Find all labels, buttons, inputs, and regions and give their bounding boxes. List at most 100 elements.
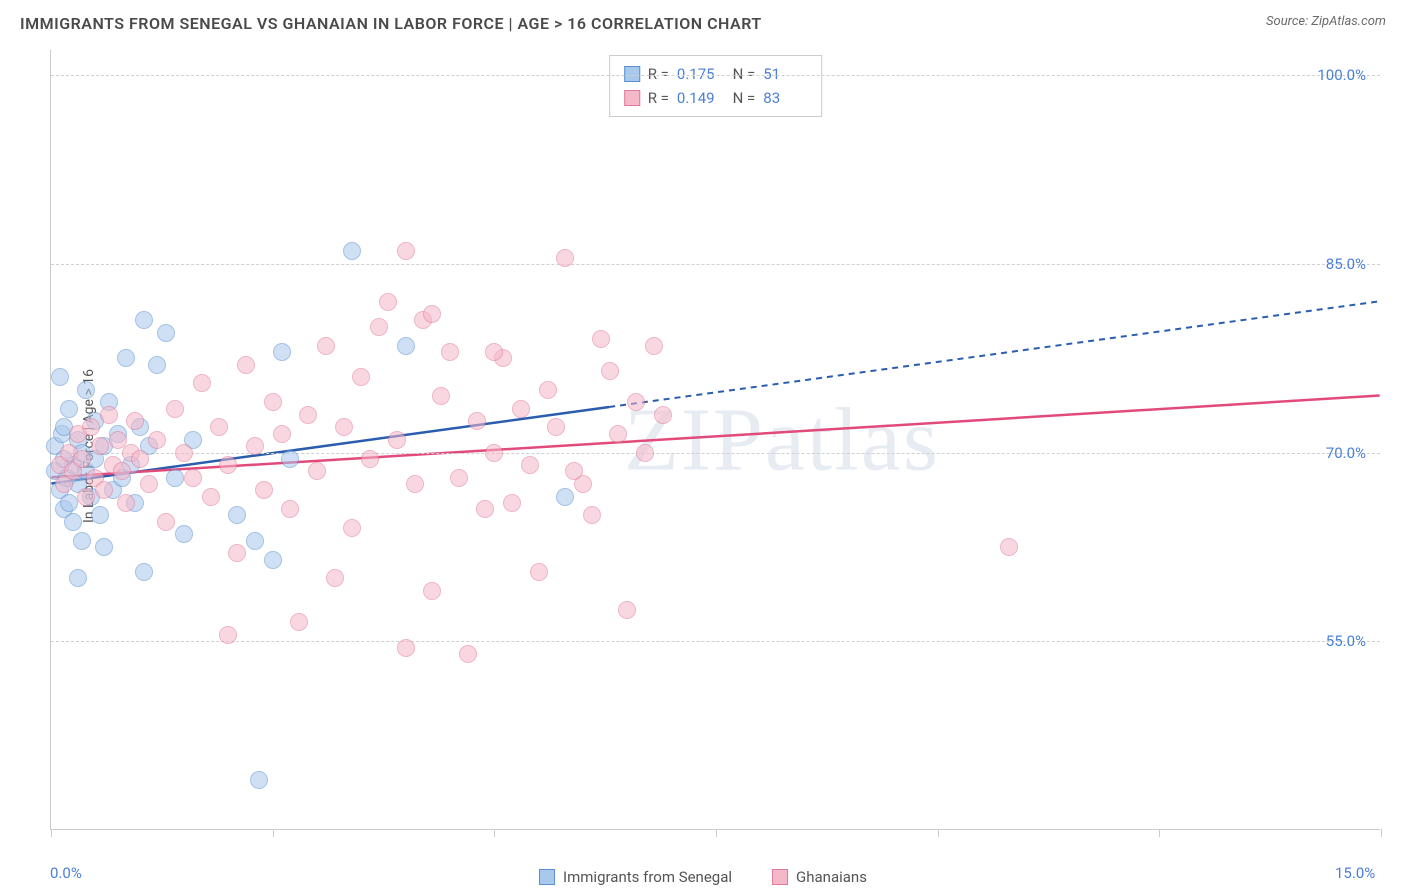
scatter-point [166, 469, 184, 487]
scatter-point [126, 412, 144, 430]
stats-swatch [624, 66, 640, 82]
scatter-point [264, 393, 282, 411]
y-tick-label: 70.0% [1326, 444, 1366, 462]
scatter-point [609, 425, 627, 443]
scatter-point [135, 311, 153, 329]
scatter-point [64, 513, 82, 531]
scatter-point [246, 532, 264, 550]
scatter-point [193, 374, 211, 392]
scatter-point [148, 431, 166, 449]
scatter-point [82, 418, 100, 436]
scatter-point [450, 469, 468, 487]
scatter-point [117, 494, 135, 512]
legend-label: Ghanaians [796, 868, 867, 886]
scatter-point [77, 488, 95, 506]
scatter-point [636, 444, 654, 462]
scatter-point [547, 418, 565, 436]
chart-source: Source: ZipAtlas.com [1266, 14, 1386, 29]
scatter-point [148, 356, 166, 374]
legend-item: Ghanaians [772, 868, 867, 886]
stats-n-value: 83 [763, 86, 807, 110]
legend-item: Immigrants from Senegal [539, 868, 732, 886]
scatter-point [219, 456, 237, 474]
scatter-point [228, 544, 246, 562]
scatter-point [539, 381, 557, 399]
scatter-point [521, 456, 539, 474]
scatter-point [1000, 538, 1018, 556]
y-tick-label: 85.0% [1326, 255, 1366, 273]
scatter-point [117, 349, 135, 367]
trend-line-dashed [609, 301, 1379, 407]
scatter-point [432, 387, 450, 405]
scatter-point [131, 450, 149, 468]
scatter-point [51, 368, 69, 386]
x-tick-label: 0.0% [50, 864, 82, 882]
scatter-point [485, 343, 503, 361]
chart-header: IMMIGRANTS FROM SENEGAL VS GHANAIAN IN L… [0, 0, 1406, 50]
scatter-point [299, 406, 317, 424]
scatter-point [397, 639, 415, 657]
scatter-point [485, 444, 503, 462]
scatter-point [503, 494, 521, 512]
scatter-point [219, 626, 237, 644]
gridline [51, 75, 1380, 76]
chart-title: IMMIGRANTS FROM SENEGAL VS GHANAIAN IN L… [20, 14, 762, 33]
scatter-point [184, 469, 202, 487]
trend-line-solid [51, 396, 1379, 478]
x-tick-label: 15.0% [1335, 864, 1375, 882]
scatter-point [273, 425, 291, 443]
scatter-point [556, 488, 574, 506]
scatter-point [565, 462, 583, 480]
scatter-point [512, 400, 530, 418]
scatter-point [326, 569, 344, 587]
stats-swatch [624, 90, 640, 106]
scatter-point [645, 337, 663, 355]
scatter-point [157, 513, 175, 531]
scatter-point [654, 406, 672, 424]
stats-n-label: N = [729, 86, 755, 110]
scatter-point [618, 601, 636, 619]
scatter-point [60, 400, 78, 418]
scatter-point [228, 506, 246, 524]
scatter-point [157, 324, 175, 342]
scatter-point [627, 393, 645, 411]
scatter-point [140, 475, 158, 493]
scatter-point [95, 538, 113, 556]
scatter-point [592, 330, 610, 348]
scatter-point [60, 494, 78, 512]
scatter-point [73, 450, 91, 468]
scatter-point [397, 242, 415, 260]
scatter-point [210, 418, 228, 436]
scatter-point [95, 481, 113, 499]
scatter-point [281, 500, 299, 518]
scatter-point [69, 569, 87, 587]
stats-row: R =0.175 N =51 [624, 62, 808, 86]
scatter-point [601, 362, 619, 380]
scatter-point [91, 506, 109, 524]
x-tick [716, 829, 717, 837]
scatter-point [343, 242, 361, 260]
stats-n-label: N = [729, 62, 755, 86]
scatter-point [113, 462, 131, 480]
scatter-point [397, 337, 415, 355]
scatter-point [264, 551, 282, 569]
scatter-point [308, 462, 326, 480]
scatter-point [273, 343, 291, 361]
scatter-point [379, 293, 397, 311]
scatter-point [100, 406, 118, 424]
scatter-point [250, 771, 268, 789]
scatter-point [352, 368, 370, 386]
scatter-point [370, 318, 388, 336]
stats-r-label: R = [648, 62, 669, 86]
stats-r-label: R = [648, 86, 669, 110]
chart-plot-area: ZIPatlas R =0.175 N =51R =0.149 N =83 55… [50, 50, 1380, 830]
scatter-point [246, 437, 264, 455]
scatter-point [423, 582, 441, 600]
x-tick [1381, 829, 1382, 837]
scatter-point [468, 412, 486, 430]
scatter-point [77, 381, 95, 399]
scatter-point [91, 437, 109, 455]
y-tick-label: 55.0% [1326, 632, 1366, 650]
scatter-point [361, 450, 379, 468]
gridline [51, 641, 1380, 642]
